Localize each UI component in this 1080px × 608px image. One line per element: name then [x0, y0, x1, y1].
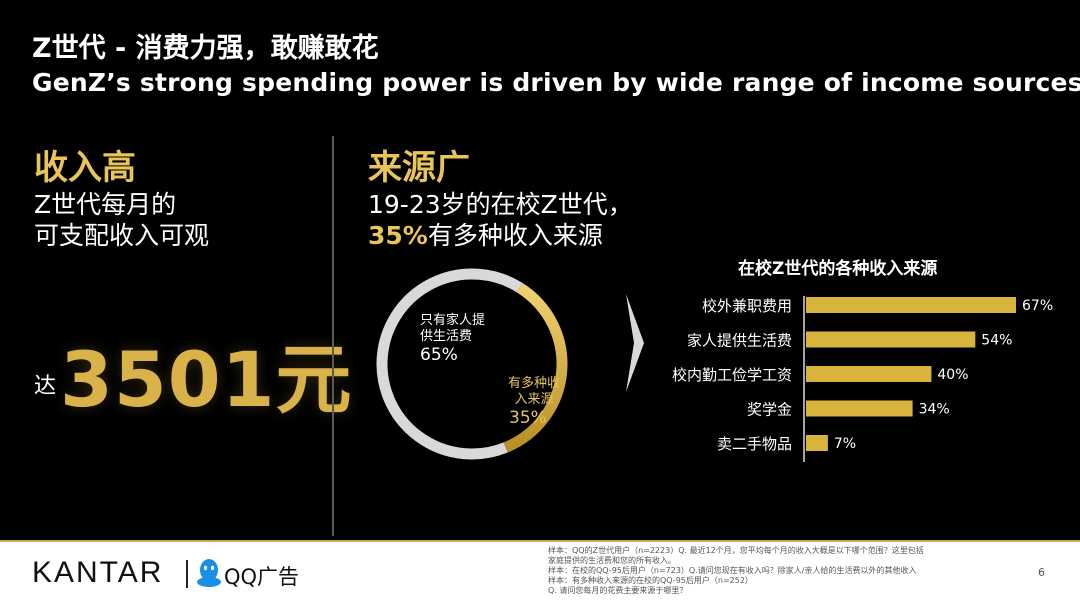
- slide: Z世代 - 消费力强，敢赚敢花 GenZ’s strong spending p…: [32, 33, 1080, 536]
- bar: [806, 366, 932, 382]
- donut-segment-multi: [503, 283, 568, 453]
- bar: [806, 435, 828, 451]
- sources-desc-line1: 19-23岁的在校Z世代，: [368, 190, 633, 219]
- income-desc-line2: 可支配收入可观: [34, 221, 210, 250]
- amount-prefix: 达: [34, 374, 57, 399]
- chevron-right-icon: [626, 294, 644, 392]
- bar-chart-title: 在校Z世代的各种收入来源: [738, 259, 938, 279]
- footer-gold-rule: [0, 540, 1080, 542]
- donut-label-multi-line2: 入来源: [514, 392, 554, 407]
- donut-label-family-line2: 供生活费: [420, 329, 473, 344]
- sample-notes: 样本：QQ的Z世代用户（n=2223）Q. 最近12个月，您平均每个月的收入大概…: [548, 546, 978, 596]
- qq-penguin-icon: [197, 559, 221, 587]
- donut-label-family-line1: 只有家人提: [420, 313, 486, 328]
- note-line-3: 样本：在校的QQ-95后用户（n=723）Q.请问您现在有收入吗？除家人/亲人给…: [548, 566, 917, 575]
- bar-value-label: 67%: [1022, 298, 1053, 314]
- qq-ads-logo-text: QQ广告: [224, 565, 300, 589]
- note-line-5: Q. 请问您每月的花费主要来源于哪里？: [548, 586, 688, 595]
- income-desc-line1: Z世代每月的: [34, 190, 177, 219]
- income-sources-bar-chart: 校外兼职费用 67% 家人提供生活费 54% 校内勤工俭学工资 40% 奖学金 34% 卖二手物…: [672, 296, 1053, 462]
- title-chinese: Z世代 - 消费力强，敢赚敢花: [32, 33, 379, 64]
- income-high-heading: 收入高: [34, 148, 136, 188]
- page-number: 6: [1038, 566, 1045, 579]
- sources-highlight-pct: 35%: [368, 221, 428, 250]
- column-divider: [332, 136, 334, 536]
- donut-segment-family: [376, 268, 523, 460]
- kantar-logo: KANTAR: [32, 556, 164, 589]
- note-line-1: 样本：QQ的Z世代用户（n=2223）Q. 最近12个月，您平均每个月的收入大概…: [548, 546, 924, 555]
- bar-value-label: 40%: [937, 367, 968, 383]
- income-amount: 3501元: [60, 335, 353, 424]
- note-line-2: 家庭提供的生活费和您的所有收入。: [548, 556, 676, 565]
- bar-value-label: 7%: [834, 436, 856, 452]
- bar: [806, 297, 1016, 313]
- sources-wide-heading: 来源广: [368, 148, 470, 188]
- sources-desc-line2: 35%有多种收入来源: [368, 216, 603, 252]
- note-line-4: 样本：有多种收入来源的在校的QQ-95后用户（n=252）: [548, 576, 753, 585]
- sources-desc-rest: 有多种收入来源: [427, 221, 603, 250]
- bar-category-label: 奖学金: [747, 401, 792, 419]
- donut-label-family: 只有家人提 供生活费: [420, 313, 485, 345]
- bar: [806, 331, 976, 348]
- bar-category-label: 卖二手物品: [717, 435, 792, 453]
- donut-label-multi: 有多种收 入来源: [508, 376, 560, 408]
- bar-category-label: 校外兼职费用: [702, 297, 792, 315]
- footer-bar: [0, 540, 1080, 608]
- bar-value-label: 34%: [919, 402, 950, 418]
- title-english: GenZ’s strong spending power is driven b…: [32, 68, 1080, 97]
- income-source-donut: [376, 268, 568, 460]
- donut-value-family: 65%: [420, 345, 458, 365]
- donut-value-multi: 35%: [509, 408, 547, 428]
- bar-category-label: 家人提供生活费: [687, 332, 792, 350]
- bar-value-label: 54%: [981, 333, 1012, 349]
- bar: [806, 400, 913, 417]
- logo-separator: [186, 560, 188, 588]
- donut-label-multi-line1: 有多种收: [508, 376, 561, 391]
- bar-category-label: 校内勤工俭学工资: [672, 366, 792, 384]
